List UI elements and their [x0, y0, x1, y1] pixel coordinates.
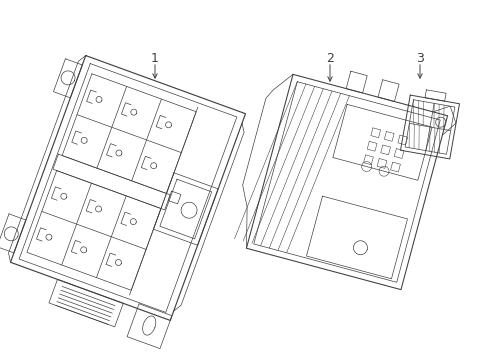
Text: 2: 2 — [325, 52, 333, 65]
Text: 1: 1 — [151, 52, 159, 65]
Text: 3: 3 — [415, 52, 423, 65]
